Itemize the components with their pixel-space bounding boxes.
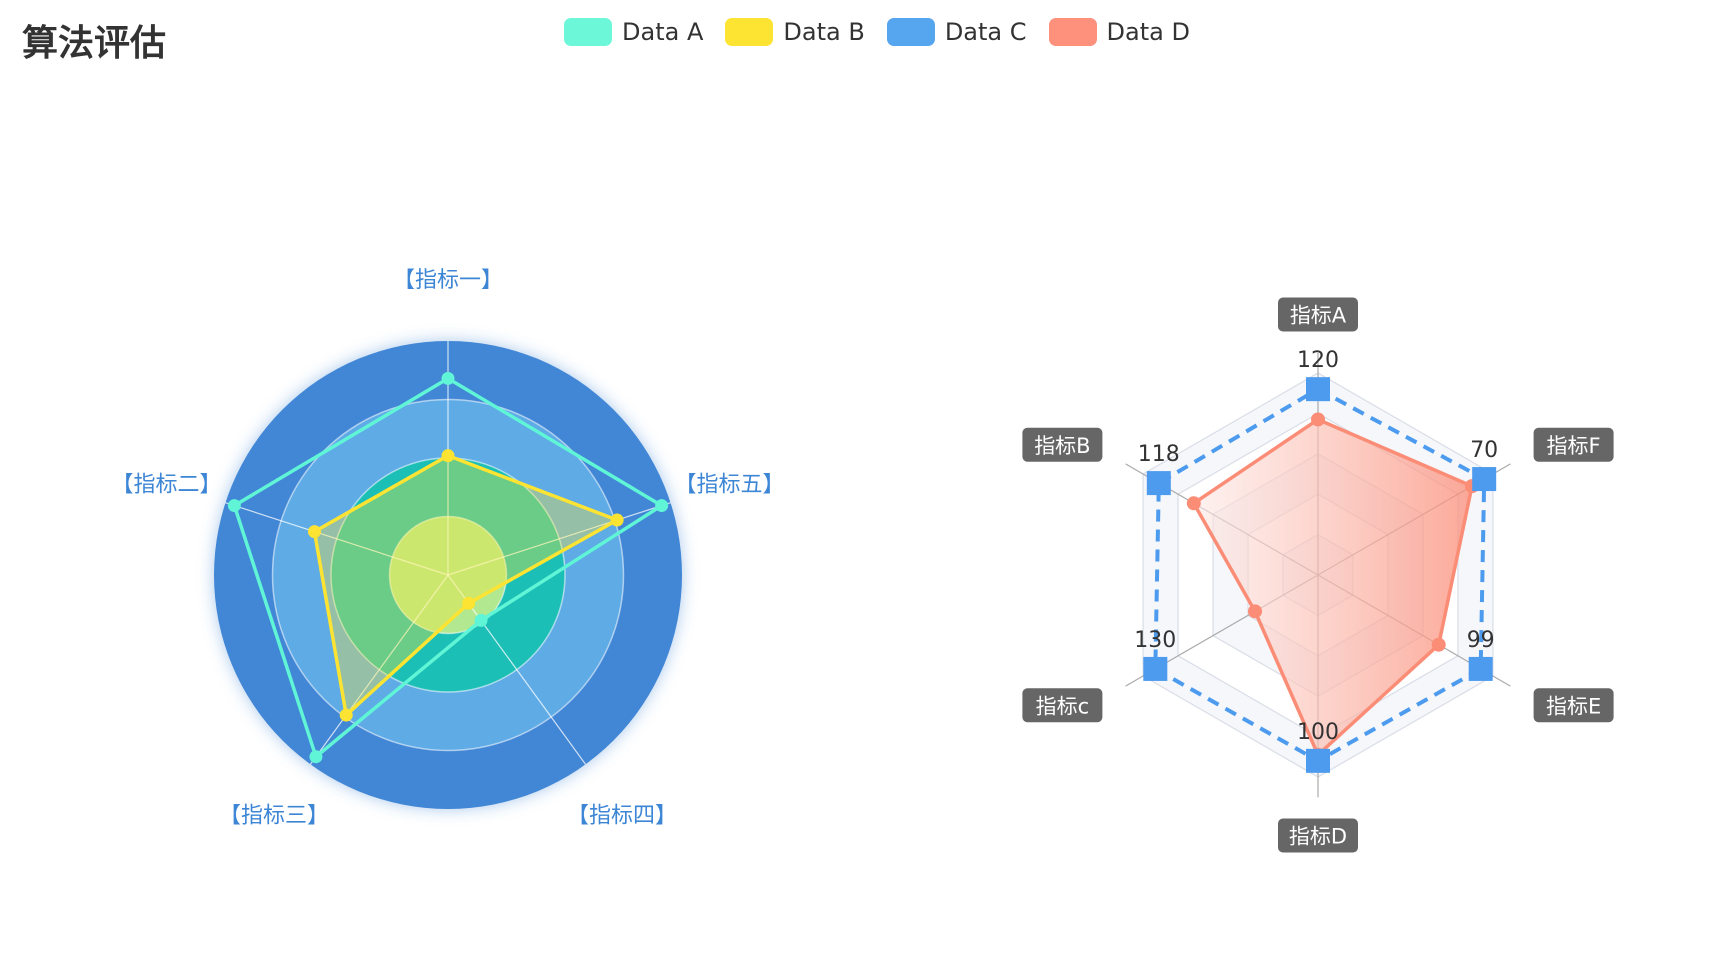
- data-point: [309, 750, 323, 764]
- indicator-label: 【指标五】: [675, 473, 785, 498]
- data-point: [474, 613, 488, 627]
- data-point-data-c: [1146, 471, 1171, 496]
- data-point: [441, 371, 455, 385]
- data-point: [655, 499, 669, 513]
- legend-item-data-a[interactable]: Data A: [564, 18, 703, 46]
- value-label: 118: [1138, 442, 1180, 467]
- series-area-data-a: [232, 376, 665, 760]
- axis-line: [309, 574, 449, 765]
- legend-label-data-b: Data B: [783, 18, 865, 46]
- indicator-label: 指标A: [1290, 304, 1347, 328]
- data-point-data-d: [1311, 412, 1325, 427]
- indicator-label-box: [1533, 427, 1614, 462]
- indicator-label-box: [1533, 688, 1614, 723]
- indicator-label-box: [1022, 427, 1103, 462]
- data-point: [227, 499, 241, 513]
- radar-chart-left: 【指标一】【指标二】【指标三】 【指标四】 【指标五】: [111, 268, 784, 828]
- legend-swatch-data-b: [725, 18, 774, 46]
- legend: Data A Data B Data C Data D: [0, 18, 1714, 46]
- legend-swatch-data-a: [564, 18, 613, 46]
- value-label: 100: [1297, 720, 1339, 745]
- indicator-label: 指标F: [1547, 434, 1601, 458]
- indicator-label: 指标D: [1289, 825, 1347, 849]
- data-point: [441, 449, 455, 463]
- legend-swatch-data-c: [886, 18, 935, 46]
- data-point-data-c: [1472, 467, 1497, 492]
- data-point-data-c: [1143, 656, 1168, 681]
- series-area-data-b: [312, 453, 622, 719]
- data-point: [462, 596, 476, 610]
- legend-label-data-d: Data D: [1106, 18, 1190, 46]
- value-label: 120: [1297, 348, 1339, 373]
- radar-chart-right: 120 70 99 100 130 118 指标A 指标F 指标E 指标D 指标c 指标B: [1022, 297, 1614, 853]
- indicator-label-box: [1278, 818, 1358, 853]
- data-point: [610, 513, 624, 527]
- indicator-label: 指标B: [1034, 434, 1090, 458]
- data-point-data-c: [1306, 377, 1330, 402]
- data-point-data-c: [1468, 656, 1493, 681]
- indicator-label-box: [1278, 297, 1358, 332]
- legend-item-data-c[interactable]: Data C: [886, 18, 1027, 46]
- indicator-label: 【指标一】: [393, 268, 503, 293]
- indicator-label: 【指标二】: [111, 473, 221, 498]
- axis-line: [447, 502, 671, 576]
- indicator-label: 【指标四】: [567, 803, 677, 828]
- data-point: [339, 708, 353, 722]
- value-label: 70: [1470, 438, 1498, 463]
- legend-item-data-b[interactable]: Data B: [725, 18, 865, 46]
- indicator-label: 指标c: [1036, 694, 1090, 718]
- legend-swatch-data-d: [1048, 18, 1097, 46]
- legend-item-data-d[interactable]: Data D: [1048, 18, 1190, 46]
- value-label: 99: [1467, 628, 1495, 653]
- data-point-data-c: [1306, 748, 1330, 773]
- legend-label-data-c: Data C: [944, 18, 1027, 46]
- indicator-label-box: [1022, 688, 1103, 723]
- axis-line: [225, 502, 449, 576]
- data-point-data-d: [1431, 637, 1446, 652]
- data-point-data-d: [1248, 604, 1263, 619]
- value-label: 130: [1134, 628, 1176, 653]
- indicator-label: 指标E: [1546, 694, 1601, 718]
- legend-label-data-a: Data A: [622, 18, 704, 46]
- page-title: 算法评估: [22, 23, 167, 64]
- data-point: [307, 525, 321, 539]
- indicator-label: 【指标三】: [219, 803, 329, 828]
- data-point-data-d: [1186, 496, 1201, 511]
